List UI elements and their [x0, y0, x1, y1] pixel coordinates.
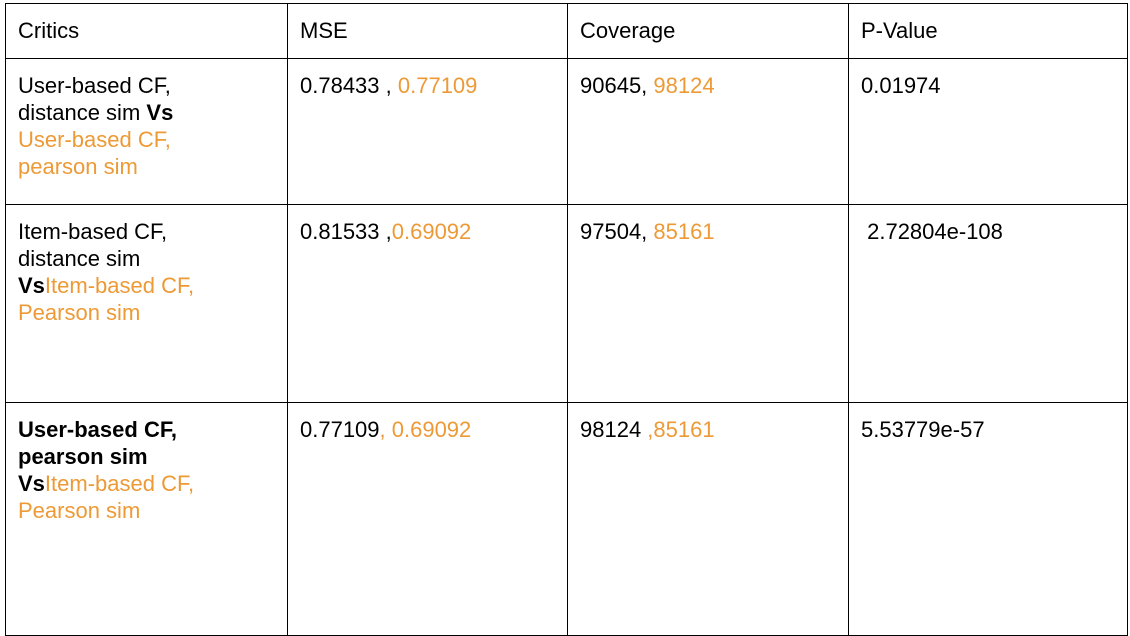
p-value-cell: 5.53779e-57 — [848, 402, 1128, 636]
critics-line: pearson sim — [18, 154, 138, 179]
header-row: Critics MSE Coverage P-Value — [5, 3, 1128, 59]
vs-label: Vs — [18, 471, 45, 496]
p-value-cell: 2.72804e-108 — [848, 204, 1128, 403]
p-value-cell: 0.01974 — [848, 58, 1128, 205]
vs-label: Vs — [146, 100, 174, 125]
header-p-value: P-Value — [848, 3, 1128, 59]
mse-cell: 0.81533 ,0.69092 — [287, 204, 568, 403]
critics-cell: Item-based CF, distance sim VsItem-based… — [5, 204, 288, 403]
critics-line: distance sim — [18, 246, 141, 271]
table-row: Item-based CF, distance sim VsItem-based… — [5, 204, 1128, 403]
mse-cell: 0.78433 , 0.77109 — [287, 58, 568, 205]
critics-cell: User-based CF, distance sim Vs User-base… — [5, 58, 288, 205]
vs-label: Vs — [18, 273, 45, 298]
mse-cell: 0.77109, 0.69092 — [287, 402, 568, 636]
comparison-table: Critics MSE Coverage P-Value User-based … — [5, 3, 1128, 636]
critics-line: User-based CF, — [18, 127, 171, 152]
coverage-cell: 90645, 98124 — [567, 58, 849, 205]
critics-cell: User-based CF, pearson sim VsItem-based … — [5, 402, 288, 636]
header-coverage: Coverage — [567, 3, 849, 59]
critics-line: User-based CF, — [18, 73, 171, 98]
table-row: User-based CF, distance sim Vs User-base… — [5, 58, 1128, 205]
critics-line: User-based CF, — [18, 417, 177, 442]
coverage-cell: 98124 ,85161 — [567, 402, 849, 636]
critics-line: distance sim Vs — [18, 100, 174, 125]
critics-line: VsItem-based CF, — [18, 273, 195, 298]
critics-line: Pearson sim — [18, 498, 141, 523]
coverage-cell: 97504, 85161 — [567, 204, 849, 403]
table-row: User-based CF, pearson sim VsItem-based … — [5, 402, 1128, 636]
header-mse: MSE — [287, 3, 568, 59]
critics-line: VsItem-based CF, — [18, 471, 195, 496]
critics-line: Item-based CF, — [18, 219, 168, 244]
critics-line: Pearson sim — [18, 300, 141, 325]
header-critics: Critics — [5, 3, 288, 59]
critics-line: pearson sim — [18, 444, 148, 469]
